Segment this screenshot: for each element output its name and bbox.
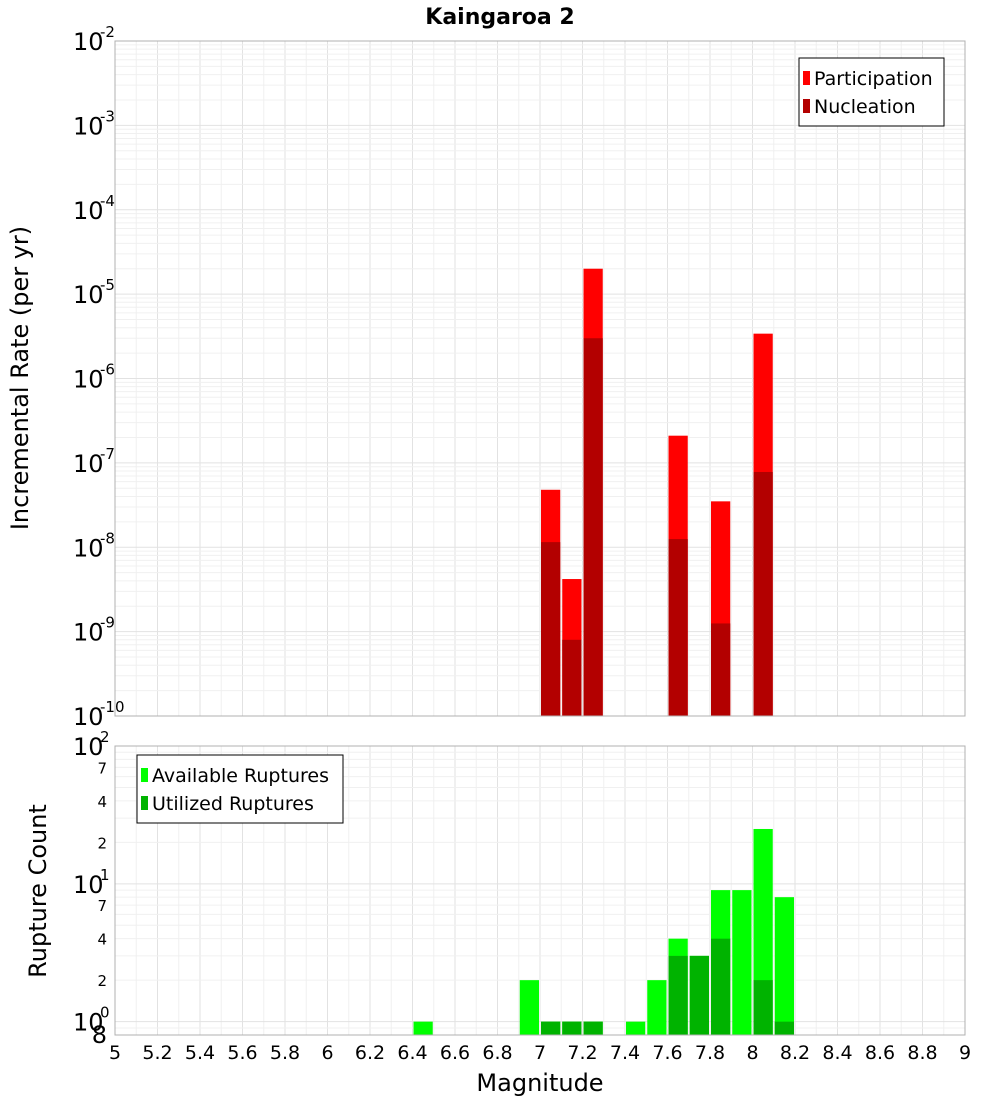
y-tick-exponent: -9 <box>100 614 115 632</box>
bar-available-ruptures <box>626 1021 646 1035</box>
y-tick-exponent: -2 <box>100 23 115 41</box>
y-tick-exponent: -4 <box>100 192 115 210</box>
y-minor-tick-label: 2 <box>97 834 107 852</box>
legend-swatch <box>803 71 810 85</box>
y-minor-tick-label: 2 <box>97 972 107 990</box>
bar-nucleation <box>562 639 582 716</box>
x-tick-label: 7.8 <box>695 1042 725 1064</box>
legend-swatch <box>141 796 148 810</box>
y-tick-exponent: -10 <box>100 698 125 716</box>
y-tick-label: 10 <box>73 1009 104 1037</box>
legend-box <box>136 754 344 824</box>
bar-available-ruptures <box>774 897 794 1035</box>
y-tick-label: 10 <box>73 450 104 478</box>
y-tick-label: 10 <box>73 197 104 225</box>
y-tick-exponent: -6 <box>100 361 115 379</box>
x-tick-label: 6 <box>321 1042 333 1064</box>
legend-swatch <box>803 99 810 113</box>
bar-utilized-ruptures <box>541 1021 561 1035</box>
x-tick-label: 6.6 <box>440 1042 470 1064</box>
y-tick-exponent: 1 <box>100 866 110 884</box>
rupture-count-axis-label: Rupture Count <box>24 804 52 978</box>
x-tick-label: 8.2 <box>780 1042 810 1064</box>
bar-utilized-ruptures <box>711 938 731 1035</box>
x-tick-label: 5.6 <box>227 1042 257 1064</box>
y-minor-tick-label: 4 <box>97 793 107 811</box>
rate-y-axis-label: Incremental Rate (per yr) <box>6 226 34 530</box>
x-tick-label: 9 <box>959 1042 971 1064</box>
x-tick-label: 6.8 <box>482 1042 512 1064</box>
y-tick-label: 10 <box>73 534 104 562</box>
y-tick-label: 10 <box>73 703 104 731</box>
bar-utilized-ruptures <box>562 1021 582 1035</box>
x-tick-label: 8.4 <box>822 1042 852 1064</box>
count-panel-bars <box>413 828 794 1035</box>
x-tick-label: 7.4 <box>610 1042 640 1064</box>
count-panel-frame <box>114 745 966 1036</box>
bar-nucleation <box>711 623 731 716</box>
y-tick-exponent: 0 <box>100 1004 110 1022</box>
legend-entry: Available Ruptures <box>152 765 329 787</box>
x-tick-label: 8 <box>746 1042 758 1064</box>
y-tick-label: 10 <box>73 366 104 394</box>
x-tick-label: 5.4 <box>185 1042 215 1064</box>
bar-available-ruptures <box>413 1021 433 1035</box>
y-tick-exponent: -8 <box>100 529 115 547</box>
magnitude-axis-label: Magnitude <box>476 1069 603 1097</box>
rate-panel-bars <box>541 268 773 716</box>
x-tick-label: 7.2 <box>567 1042 597 1064</box>
bar-utilized-ruptures <box>689 955 709 1035</box>
y-tick-exponent: -7 <box>100 445 115 463</box>
y-tick-label: 10 <box>73 733 104 761</box>
legend-entry: Participation <box>814 68 933 90</box>
rate-panel-frame <box>114 40 966 717</box>
y-tick-label: 10 <box>73 281 104 309</box>
x-tick-label: 5.8 <box>270 1042 300 1064</box>
y-minor-tick-label: 7 <box>97 897 107 915</box>
x-tick-label: 8.8 <box>907 1042 937 1064</box>
bar-available-ruptures <box>647 980 667 1035</box>
x-tick-label: 6.2 <box>355 1042 385 1064</box>
y-tick-label: 10 <box>73 112 104 140</box>
bar-nucleation <box>668 539 688 716</box>
legend-entry: Utilized Ruptures <box>152 793 314 815</box>
x-tick-label: 5 <box>109 1042 121 1064</box>
rate-legend: Participation Nucleation <box>798 57 945 127</box>
y-tick-label: 10 <box>73 871 104 899</box>
rate-panel-grid <box>114 40 966 717</box>
y-tick-label: 10 <box>73 28 104 56</box>
y-minor-tick-label: 7 <box>97 759 107 777</box>
y-minor-tick-label: 8 <box>92 1021 107 1049</box>
y-tick-label: 10 <box>73 619 104 647</box>
bar-utilized-ruptures <box>583 1021 603 1035</box>
bar-available-ruptures <box>732 890 752 1035</box>
count-legend: Available Ruptures Utilized Ruptures <box>136 754 344 824</box>
bar-available-ruptures <box>519 980 539 1035</box>
legend-box <box>798 57 945 127</box>
y-tick-exponent: -3 <box>100 107 115 125</box>
bar-utilized-ruptures <box>774 1021 794 1035</box>
x-axis-ticks: 5 5.2 5.4 5.6 5.8 6 6.2 6.4 6.6 6.8 7 7.2 7.4 7.6 7.8 8… <box>109 1042 971 1064</box>
x-tick-label: 6.4 <box>397 1042 427 1064</box>
y-minor-tick-label: 4 <box>97 931 107 949</box>
bar-nucleation <box>583 338 603 716</box>
x-tick-label: 8.6 <box>865 1042 895 1064</box>
y-tick-exponent: 2 <box>100 728 110 746</box>
bar-nucleation <box>753 471 773 716</box>
legend-swatch <box>141 768 148 782</box>
x-tick-label: 7.6 <box>652 1042 682 1064</box>
y-tick-exponent: -5 <box>100 276 115 294</box>
chart-title: Kaingaroa 2 <box>425 5 574 30</box>
bar-utilized-ruptures <box>753 980 773 1035</box>
x-tick-label: 7 <box>534 1042 546 1064</box>
legend-entry: Nucleation <box>814 96 916 118</box>
bar-nucleation <box>541 542 561 716</box>
x-tick-label: 5.2 <box>142 1042 172 1064</box>
bar-utilized-ruptures <box>668 955 688 1035</box>
